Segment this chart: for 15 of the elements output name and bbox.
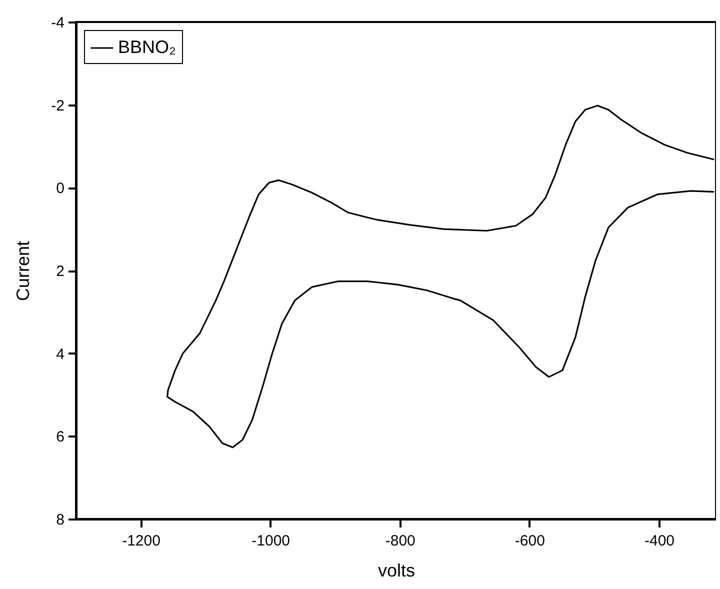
y-tick-label: -4 — [51, 14, 64, 32]
y-tick-label: 6 — [56, 428, 64, 446]
x-tick-label: -1000 — [252, 532, 290, 550]
x-tick-label: -800 — [385, 532, 416, 550]
y-tick-label: 4 — [56, 346, 64, 363]
legend-label: BBNO₂ — [118, 37, 176, 57]
x-tick-label: -600 — [514, 532, 545, 550]
y-axis-title: Current — [13, 240, 34, 302]
x-tick-label: -1200 — [122, 532, 160, 550]
y-tick-label: 0 — [56, 180, 64, 198]
x-axis-title: volts — [378, 560, 416, 580]
y-tick-label: 8 — [56, 512, 64, 528]
x-tick-label: -400 — [644, 532, 675, 550]
y-tick-label: -2 — [51, 97, 64, 114]
y-tick-label: 2 — [56, 263, 64, 280]
